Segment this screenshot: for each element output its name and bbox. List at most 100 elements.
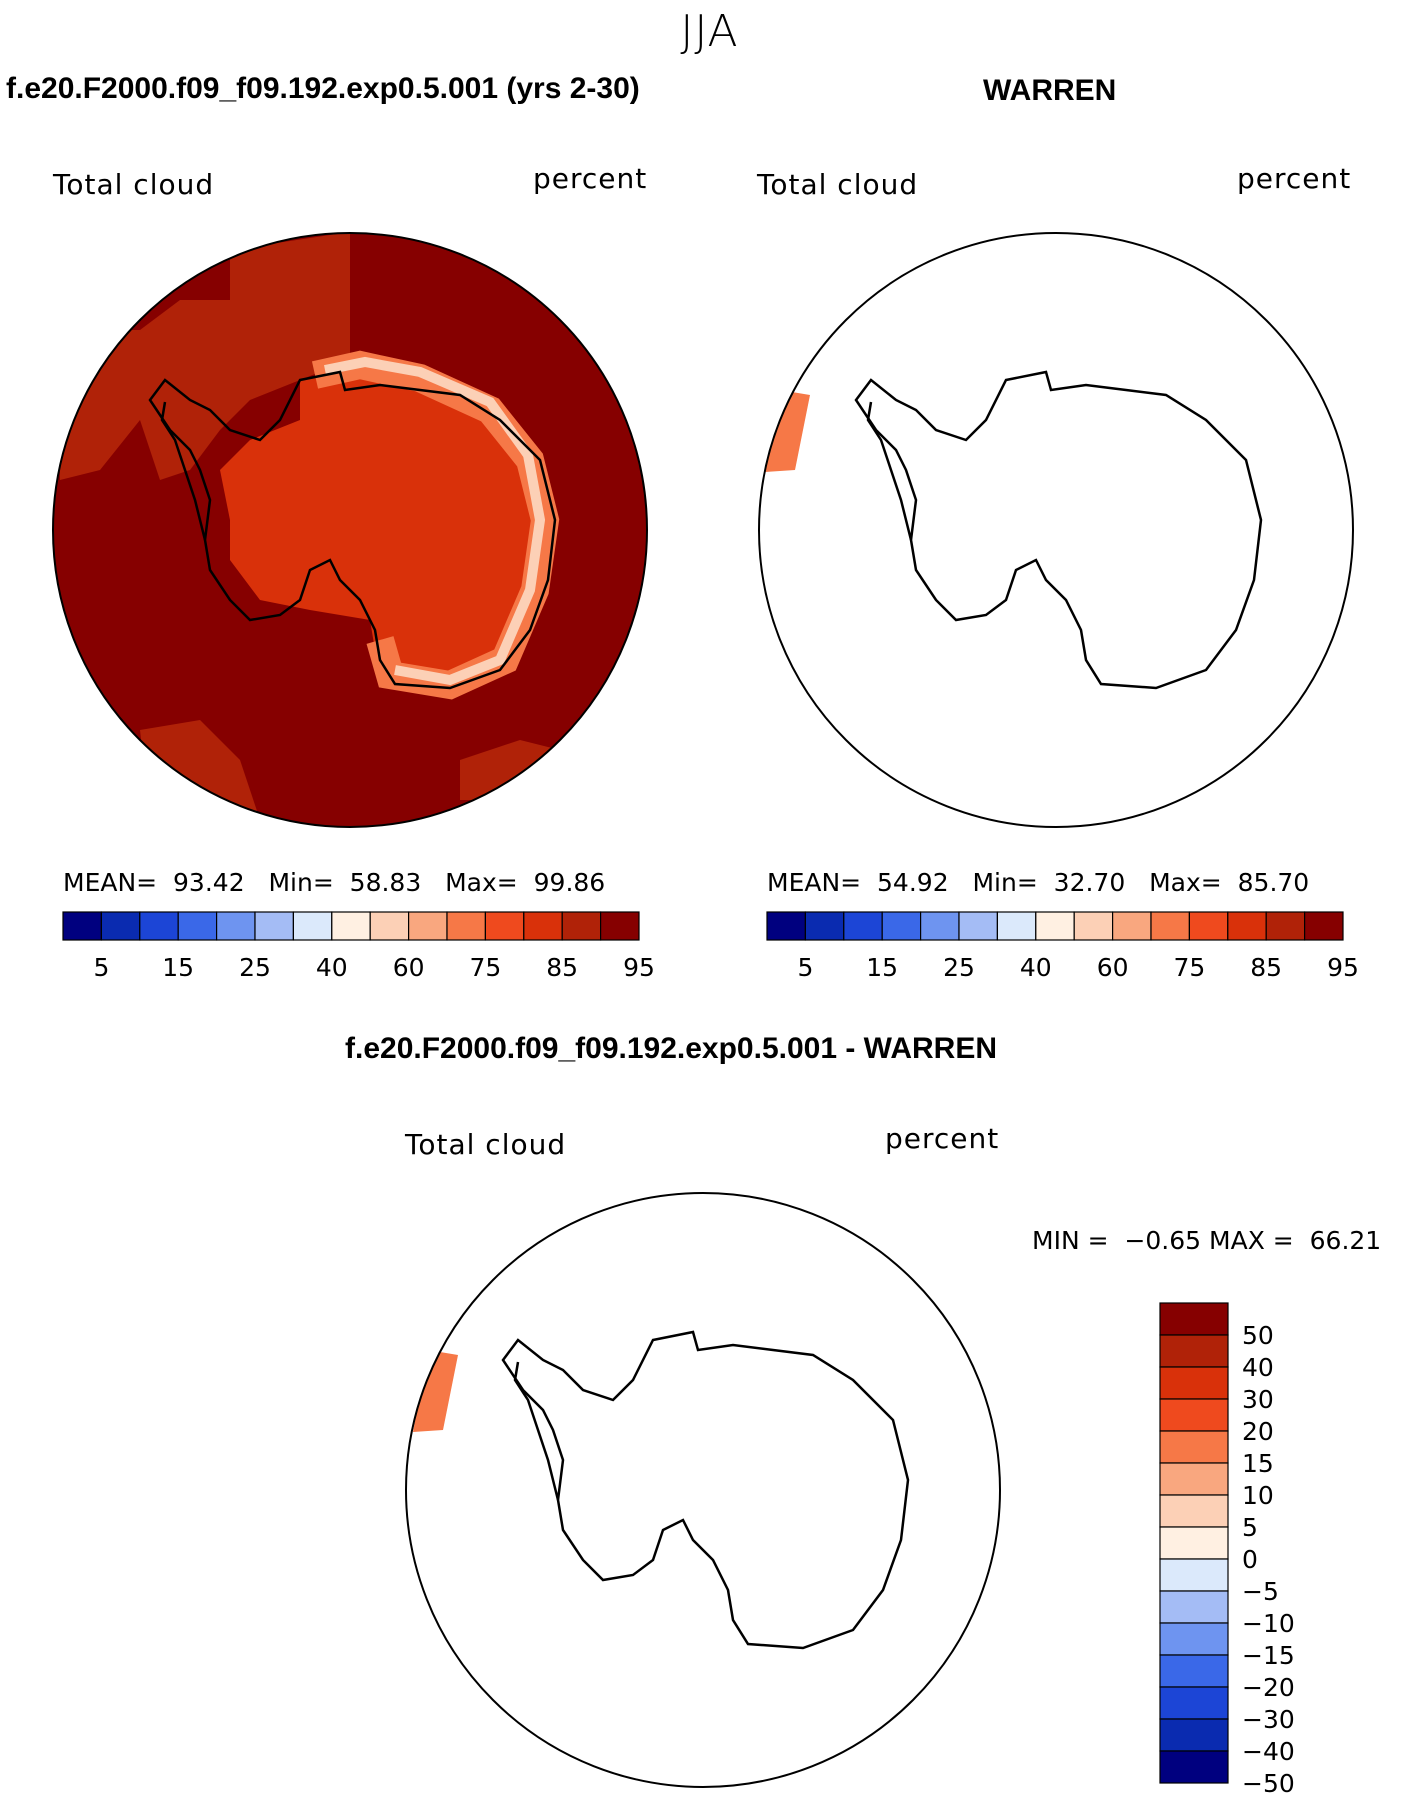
colorbar-box: [1159, 1526, 1229, 1560]
colorbar-tick-label: 15: [162, 953, 194, 982]
map-2-boundary: [758, 232, 1354, 828]
colorbar-tick-label: 10: [1242, 1481, 1274, 1510]
colorbar-box: [254, 911, 295, 941]
map-1-coastline: [148, 370, 557, 690]
min-label: Min=: [268, 868, 334, 897]
max-label: Max=: [445, 868, 518, 897]
map-1-band-region: [60, 233, 350, 480]
panel-3-units-label: percent: [885, 1122, 1000, 1155]
colorbar-box: [1159, 1750, 1229, 1784]
colorbar-tick-label: 50: [1242, 1321, 1274, 1350]
panel-2-title: WARREN: [983, 74, 1117, 107]
colorbar-tick-label: 15: [1242, 1449, 1274, 1478]
colorbar-tick-label: −15: [1242, 1641, 1295, 1670]
colorbar-tick-label: 0: [1242, 1545, 1258, 1574]
colorbar-box: [292, 911, 333, 941]
min-value: 32.70: [1053, 868, 1126, 897]
max-label: Max=: [1149, 868, 1222, 897]
colorbar-tick-label: 30: [1242, 1385, 1274, 1414]
colorbar-box: [1159, 1334, 1229, 1368]
map-2-coastline: [854, 370, 1263, 690]
max-value: 66.21: [1309, 1226, 1382, 1255]
colorbar-box: [1159, 1302, 1229, 1336]
map-3-background: [406, 1193, 1000, 1787]
colorbar-tick-label: 40: [1020, 953, 1052, 982]
colorbar-tick-label: −5: [1242, 1577, 1279, 1606]
colorbar-box: [1159, 1398, 1229, 1432]
panel-1-field-label: Total cloud: [53, 168, 215, 201]
min-label: MIN =: [1032, 1226, 1109, 1255]
colorbar-box: [1265, 911, 1306, 941]
colorbar-tick-label: 5: [93, 953, 109, 982]
colorbar-box: [958, 911, 999, 941]
colorbar-tick-label: 95: [623, 953, 655, 982]
colorbar-box: [561, 911, 602, 941]
panel-3-title: f.e20.F2000.f09_f09.192.exp0.5.001 - WAR…: [345, 1032, 998, 1065]
colorbar-box: [1159, 1590, 1229, 1624]
colorbar-box: [1188, 911, 1229, 941]
colorbar-tick-label: 20: [1242, 1417, 1274, 1446]
season-title: JJA: [680, 6, 739, 57]
colorbar-tick-label: 15: [866, 953, 898, 982]
colorbar-box: [1303, 911, 1344, 941]
colorbar-box: [446, 911, 487, 941]
map-2-background: [759, 233, 1353, 827]
colorbar-box: [331, 911, 371, 941]
panel-2-field-label: Total cloud: [757, 168, 919, 201]
colorbar-box: [843, 911, 883, 941]
panel-2-stats: MEAN= 54.92 Min= 32.70 Max= 85.70: [767, 868, 1309, 897]
colorbar-tick-label: 85: [546, 953, 578, 982]
mean-label: MEAN=: [63, 868, 158, 897]
colorbar-tick-label: −40: [1242, 1737, 1295, 1766]
colorbar-box: [1159, 1430, 1229, 1464]
colorbar-tick-label: 25: [239, 953, 271, 982]
colorbar-box: [1111, 911, 1152, 941]
mean-label: MEAN=: [767, 868, 862, 897]
colorbar-tick-label: 40: [316, 953, 348, 982]
panel-3-stats: MIN = −0.65 MAX = 66.21: [1032, 1226, 1381, 1255]
max-label: MAX =: [1209, 1226, 1294, 1255]
colorbar-box: [1159, 1558, 1229, 1592]
colorbar-box: [1159, 1622, 1229, 1656]
colorbar-box: [1159, 1494, 1229, 1528]
colorbar-box: [919, 911, 960, 941]
mean-value: 93.42: [173, 868, 245, 897]
colorbar-tick-label: −10: [1242, 1609, 1295, 1638]
colorbar-box: [1159, 1366, 1229, 1400]
colorbar-tick-label: 5: [797, 953, 813, 982]
map-1-band-region-southeast: [460, 740, 560, 800]
colorbar-tick-label: −20: [1242, 1673, 1295, 1702]
panel-3-field-label: Total cloud: [405, 1128, 567, 1161]
panel-1-units-label: percent: [533, 162, 648, 195]
map-1-peninsula: [160, 401, 207, 541]
map-2-peninsula: [866, 401, 913, 541]
colorbar-box: [139, 911, 179, 941]
min-value: −0.65: [1124, 1226, 1202, 1255]
colorbar-box: [1159, 1654, 1229, 1688]
colorbar-box: [100, 911, 141, 941]
colorbar-box: [1159, 1718, 1229, 1752]
map-1-boundary: [52, 232, 648, 828]
colorbar-box: [1150, 911, 1191, 941]
map-3-peninsula: [513, 1361, 560, 1501]
max-value: 99.86: [533, 868, 606, 897]
colorbar-box: [177, 911, 218, 941]
panel-1-title: f.e20.F2000.f09_f09.192.exp0.5.001 (yrs …: [6, 72, 640, 105]
colorbar-box: [1159, 1686, 1229, 1720]
colorbar-box: [369, 911, 410, 941]
colorbar-tick-label: 60: [393, 953, 425, 982]
colorbar-box: [484, 911, 525, 941]
colorbar-tick-label: 85: [1250, 953, 1282, 982]
colorbar-tick-label: 75: [469, 953, 501, 982]
colorbar-tick-label: 5: [1242, 1513, 1258, 1542]
colorbar-box: [1159, 1462, 1229, 1496]
mean-value: 54.92: [877, 868, 949, 897]
panel-2-units-label: percent: [1237, 162, 1352, 195]
colorbar-box: [766, 911, 807, 941]
